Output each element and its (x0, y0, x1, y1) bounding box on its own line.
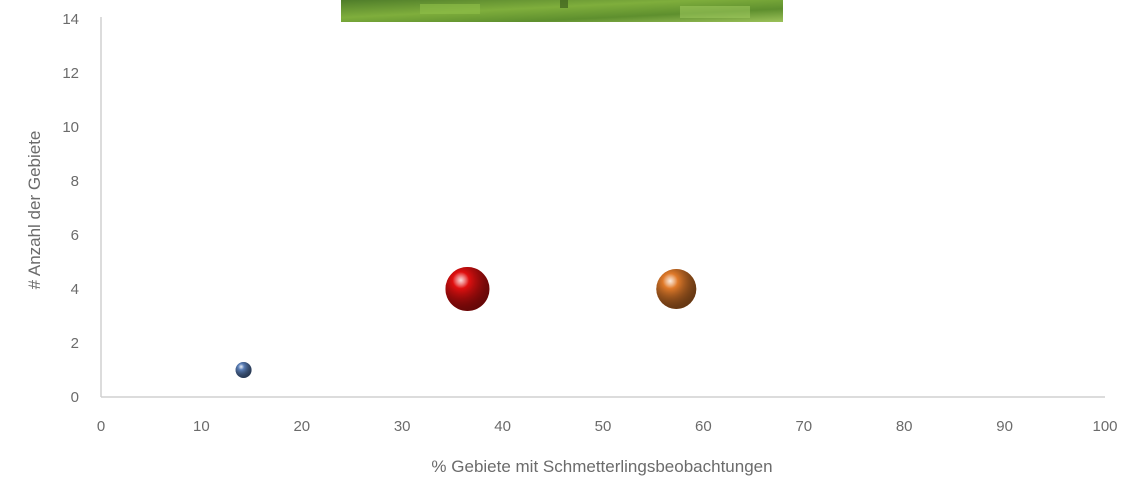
x-tick-label: 0 (97, 418, 105, 435)
x-tick-label: 40 (494, 418, 511, 435)
y-tick-label: 4 (71, 281, 79, 298)
y-tick-labels: 0 2 4 6 8 10 12 14 (62, 11, 79, 406)
x-axis-title: % Gebiete mit Schmetterlingsbeobachtunge… (431, 457, 772, 476)
x-tick-label: 20 (293, 418, 310, 435)
x-tick-label: 10 (193, 418, 210, 435)
data-point (445, 267, 490, 311)
green-foliage-photo (341, 0, 783, 22)
x-tick-label: 70 (795, 418, 812, 435)
x-tick-label: 90 (996, 418, 1013, 435)
x-tick-label: 80 (896, 418, 913, 435)
data-point (656, 269, 697, 309)
y-tick-label: 10 (62, 119, 79, 136)
y-tick-label: 8 (71, 173, 79, 190)
data-point (235, 362, 252, 378)
x-tick-label: 100 (1092, 418, 1117, 435)
y-tick-label: 14 (62, 11, 79, 28)
x-tick-label: 50 (595, 418, 612, 435)
axes (100, 17, 1105, 398)
x-tick-label: 60 (695, 418, 712, 435)
data-points (235, 267, 697, 378)
y-tick-label: 0 (71, 389, 79, 406)
y-axis-title: # Anzahl der Gebiete (25, 131, 44, 290)
x-tick-label: 30 (394, 418, 411, 435)
y-tick-label: 6 (71, 227, 79, 244)
x-tick-labels: 0 10 20 30 40 50 60 70 80 90 100 (97, 418, 1118, 435)
y-tick-label: 2 (71, 335, 79, 352)
y-tick-label: 12 (62, 65, 79, 82)
